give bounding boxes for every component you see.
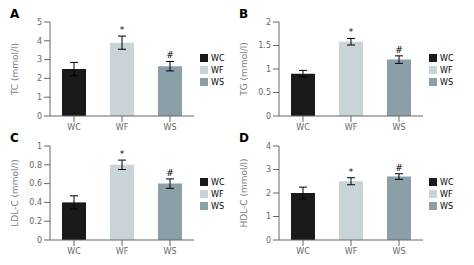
svg-text:*: *: [120, 149, 125, 159]
svg-text:WF: WF: [345, 247, 358, 256]
svg-text:2: 2: [266, 189, 271, 198]
svg-text:0: 0: [37, 112, 42, 121]
svg-text:LDL-C (mmol/l): LDL-C (mmol/l): [10, 159, 20, 226]
svg-text:*: *: [349, 167, 354, 177]
svg-text:WS: WS: [393, 247, 406, 256]
svg-text:WS: WS: [164, 123, 177, 132]
svg-text:#: #: [166, 168, 174, 178]
svg-text:*: *: [349, 27, 354, 37]
svg-text:*: *: [120, 25, 125, 35]
svg-text:0: 0: [37, 236, 42, 245]
html-text:WS: WS: [211, 201, 224, 211]
svg-text:0.4: 0.4: [29, 198, 42, 207]
html-text:WC: WC: [211, 53, 225, 63]
svg-text:1: 1: [37, 93, 42, 102]
svg-text:0.5: 0.5: [258, 88, 271, 97]
svg-text:0.8: 0.8: [29, 161, 42, 170]
html-text:WF: WF: [211, 189, 224, 199]
svg-text:0.6: 0.6: [29, 179, 42, 188]
svg-text:3: 3: [37, 55, 42, 64]
svg-text:5: 5: [37, 18, 42, 27]
svg-text:#: #: [395, 163, 403, 173]
svg-text:WS: WS: [393, 123, 406, 132]
html-text:C: C: [10, 131, 19, 145]
svg-text:WC: WC: [296, 247, 310, 256]
svg-text:WS: WS: [164, 247, 177, 256]
html-text:A: A: [10, 7, 20, 21]
svg-text:1: 1: [37, 142, 42, 151]
html-text:WF: WF: [211, 65, 224, 75]
svg-text:3: 3: [266, 165, 271, 174]
svg-text:HDL-C (mmol/l): HDL-C (mmol/l): [239, 158, 249, 227]
html-text:WS: WS: [440, 201, 453, 211]
svg-text:1: 1: [266, 65, 271, 74]
svg-text:4: 4: [266, 142, 271, 151]
svg-text:1.5: 1.5: [258, 41, 271, 50]
svg-text:0.2: 0.2: [29, 217, 42, 226]
svg-text:TC (mmol/l): TC (mmol/l): [10, 43, 20, 96]
html-text:WF: WF: [440, 65, 453, 75]
svg-text:2: 2: [37, 74, 42, 83]
html-text:WC: WC: [440, 53, 454, 63]
html-text:WS: WS: [211, 77, 224, 87]
svg-text:WC: WC: [67, 123, 81, 132]
svg-text:WF: WF: [116, 247, 129, 256]
svg-text:WC: WC: [296, 123, 310, 132]
svg-text:TG (mmol/l): TG (mmol/l): [239, 42, 249, 96]
html-text:WF: WF: [440, 189, 453, 199]
svg-text:#: #: [166, 50, 174, 60]
html-text:B: B: [239, 7, 249, 21]
svg-text:WF: WF: [116, 123, 129, 132]
svg-text:0: 0: [266, 236, 271, 245]
svg-text:2: 2: [266, 18, 271, 27]
html-text:WC: WC: [211, 177, 225, 187]
html-text:D: D: [239, 131, 249, 145]
html-text:WC: WC: [440, 177, 454, 187]
svg-text:#: #: [395, 45, 403, 55]
svg-text:0: 0: [266, 112, 271, 121]
svg-text:WC: WC: [67, 247, 81, 256]
html-text:WS: WS: [440, 77, 453, 87]
svg-text:4: 4: [37, 37, 42, 46]
svg-text:1: 1: [266, 212, 271, 221]
svg-text:WF: WF: [345, 123, 358, 132]
